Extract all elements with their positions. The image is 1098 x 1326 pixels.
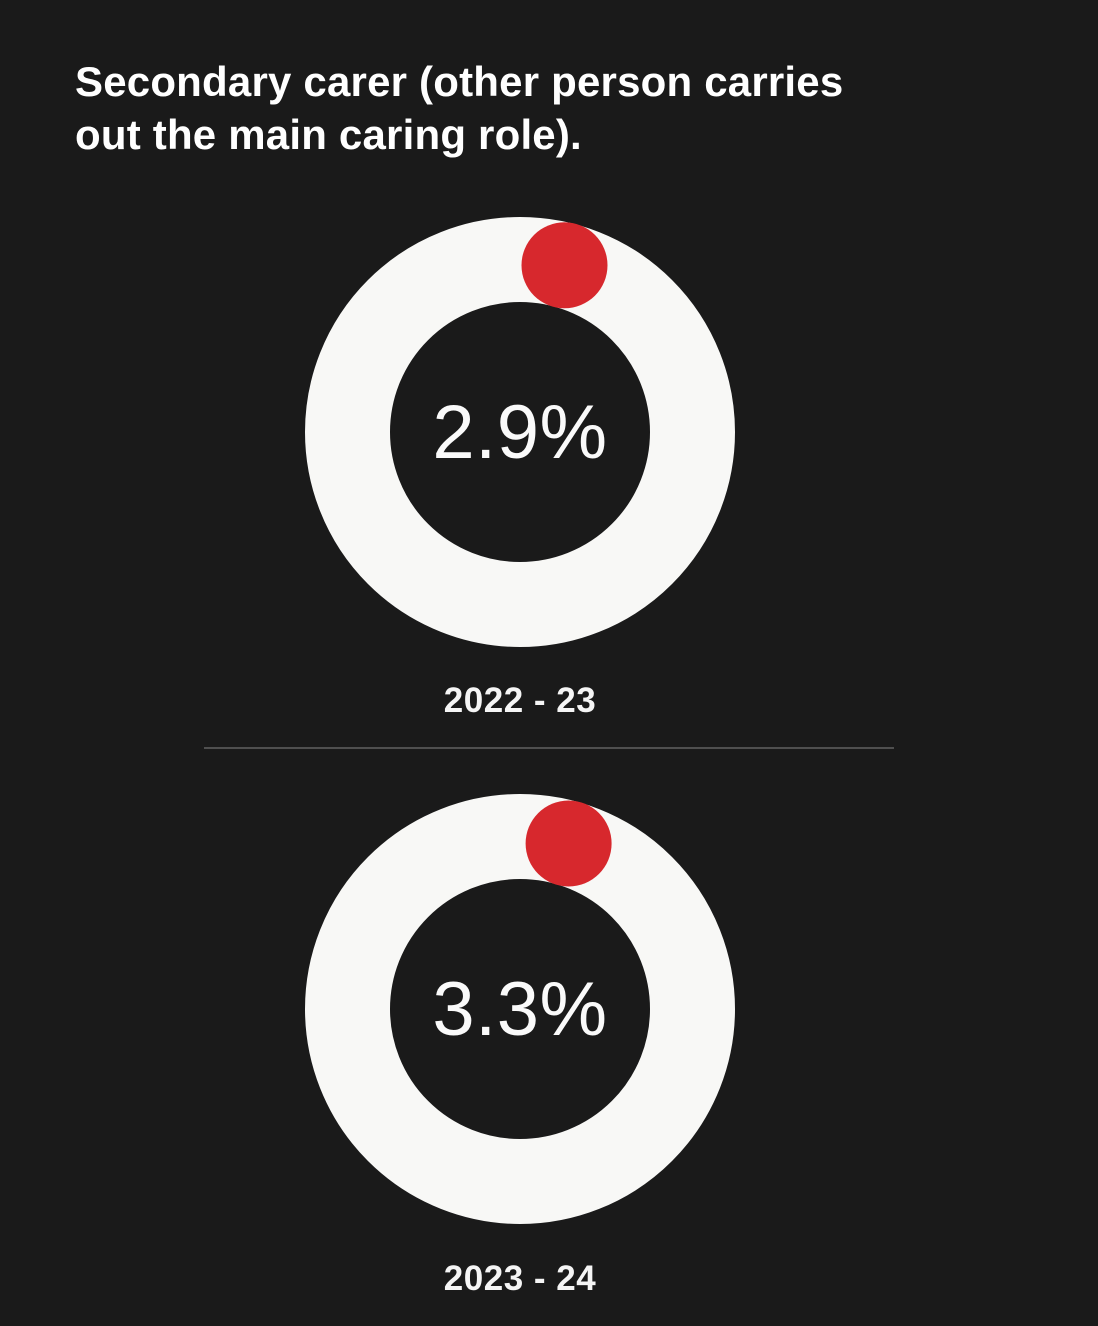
donut-svg-2022-23 [305, 217, 735, 647]
page-title-line-1: Secondary carer (other person carries [75, 58, 844, 105]
donut-chart-2023-24: 3.3% [305, 794, 735, 1224]
donut-marker-dot [525, 800, 612, 887]
donut-ring [305, 794, 735, 1224]
year-label-2022-23: 2022 - 23 [443, 681, 597, 720]
donut-svg-2023-24 [305, 794, 735, 1224]
donut-marker-dot [521, 222, 608, 309]
page-title: Secondary carer (other person carries ou… [75, 56, 1035, 162]
donut-chart-2022-23: 2.9% [305, 217, 735, 647]
page-title-line-2: out the main caring role). [75, 110, 582, 158]
donut-ring [305, 217, 735, 647]
section-divider [204, 747, 894, 749]
year-label-2023-24: 2023 - 24 [443, 1259, 597, 1298]
